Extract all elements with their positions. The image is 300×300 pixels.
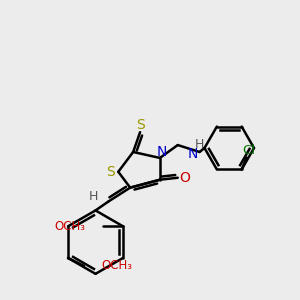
Text: OCH₃: OCH₃ — [54, 220, 85, 233]
Text: N: N — [187, 147, 198, 161]
Text: H: H — [89, 190, 98, 203]
Text: Cl: Cl — [242, 144, 255, 157]
Text: H: H — [195, 138, 204, 151]
Text: S: S — [136, 118, 145, 132]
Text: S: S — [106, 165, 115, 179]
Text: O: O — [179, 171, 190, 185]
Text: N: N — [157, 145, 167, 159]
Text: OCH₃: OCH₃ — [102, 260, 133, 272]
